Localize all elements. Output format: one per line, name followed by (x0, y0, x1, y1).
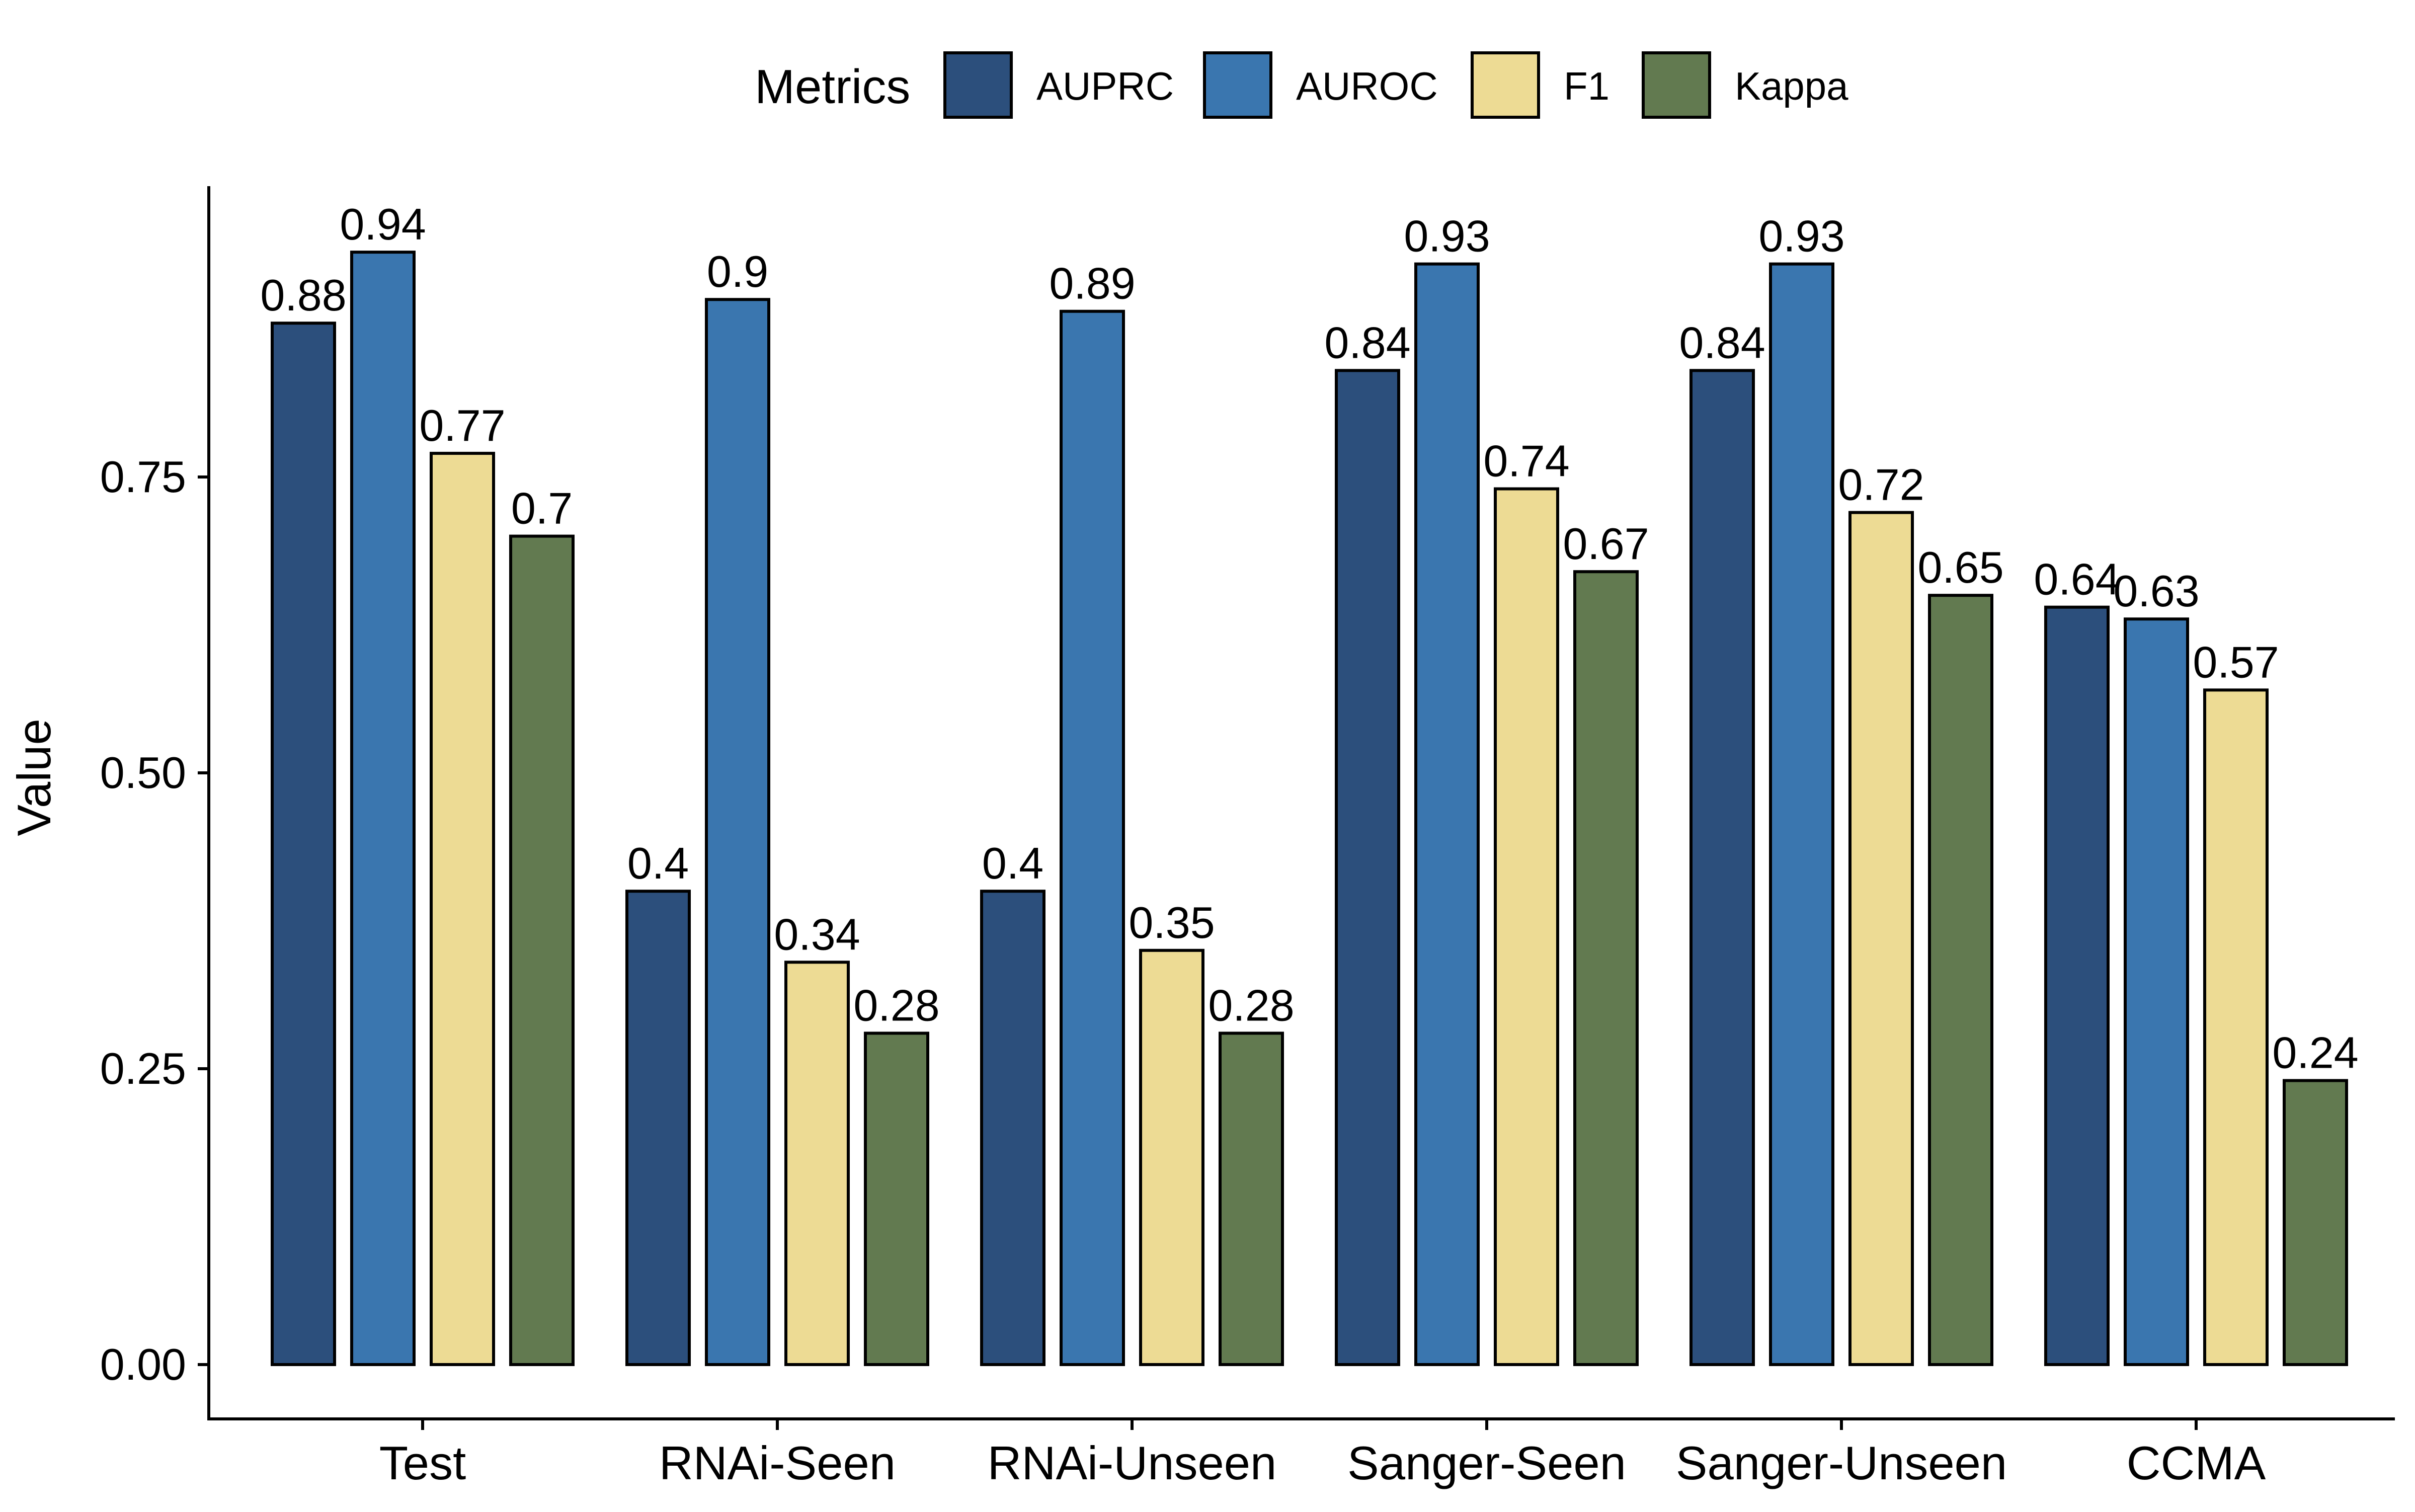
legend-key-f1 (1471, 51, 1540, 119)
bar-kappa (2283, 1079, 2348, 1366)
bar-auroc (350, 251, 416, 1366)
legend-label: Kappa (1735, 64, 1848, 108)
bar-value-label: 0.4 (627, 838, 689, 888)
bar-f1 (1848, 511, 1914, 1366)
legend-title: Metrics (755, 60, 910, 114)
bar-value-label: 0.63 (2113, 566, 2199, 616)
bar-auprc (1689, 369, 1755, 1367)
bar-value-label: 0.28 (1208, 980, 1294, 1030)
bar-value-label: 0.77 (419, 401, 505, 450)
legend: Metrics AUPRC AUROC F1 Kappa (755, 51, 1848, 119)
bar-auprc (2044, 605, 2110, 1366)
bar-value-label: 0.9 (707, 247, 768, 296)
bar-auroc (1769, 262, 1834, 1367)
legend-label: AUROC (1296, 64, 1438, 108)
bar-value-label: 0.65 (1917, 542, 2003, 592)
bar-value-label: 0.84 (1679, 317, 1765, 367)
bar-auroc (705, 298, 770, 1367)
bar-kappa (509, 534, 575, 1366)
legend-label: F1 (1564, 64, 1609, 108)
bar-auprc (1335, 369, 1400, 1367)
bar-kappa (1928, 594, 1993, 1366)
bar-f1 (430, 451, 495, 1367)
x-tick-label: RNAi-Unseen (988, 1437, 1277, 1489)
x-tick-label: Test (379, 1437, 466, 1489)
y-tick-label: 0.25 (100, 1044, 186, 1093)
data-labels: 0.88 0.94 0.770.7 0.4 0.9 0.34 0.28 0.4 0.89 0.35… (260, 199, 2358, 1077)
bar-kappa (864, 1031, 929, 1366)
bar-value-label: 0.67 (1563, 519, 1649, 569)
bar-auprc (980, 890, 1045, 1366)
bar-kappa (1219, 1031, 1284, 1366)
bar-value-label: 0.64 (2034, 554, 2120, 604)
axes: 0.00 0.25 0.50 0.75 Value Test RNAi-Seen RNAi-U… (8, 186, 2395, 1489)
bar-auroc (1060, 309, 1125, 1366)
bar-value-label: 0.88 (260, 270, 346, 320)
bar-value-label: 0.84 (1324, 317, 1410, 367)
y-axis-title: Value (8, 719, 60, 836)
bar-value-label: 0.24 (2272, 1028, 2358, 1078)
legend-key-auprc (943, 51, 1013, 119)
bar-value-label: 0.72 (1838, 460, 1924, 510)
bar-auroc (1414, 262, 1480, 1367)
legend-key-auroc (1203, 51, 1272, 119)
y-tick-label: 0.00 (100, 1339, 186, 1389)
bar-f1 (1139, 948, 1204, 1367)
bar-value-label: 0.4 (982, 838, 1043, 888)
bar-value-label: 0.57 (2193, 637, 2279, 687)
bars (271, 251, 2348, 1367)
bar-value-label: 0.28 (853, 980, 939, 1030)
bar-auroc (2124, 617, 2189, 1366)
bar-f1 (2203, 688, 2269, 1366)
bar-value-label: 0.93 (1758, 211, 1844, 261)
bar-value-label: 0.34 (774, 909, 860, 959)
x-tick-label: RNAi-Seen (659, 1437, 896, 1489)
x-tick-label: Sanger-Seen (1347, 1437, 1626, 1489)
legend-label: AUPRC (1036, 64, 1174, 108)
bar-value-label: 0.74 (1483, 436, 1569, 486)
bar-auprc (271, 322, 336, 1366)
bar-value-label: 0.93 (1404, 211, 1490, 261)
bar-auprc (625, 890, 691, 1366)
bar-value-label: 0.7 (511, 484, 573, 533)
y-tick-label: 0.50 (100, 748, 186, 798)
x-tick-label: CCMA (2127, 1437, 2266, 1489)
bar-kappa (1573, 570, 1639, 1366)
bar-value-label: 0.89 (1049, 259, 1135, 308)
bar-f1 (1494, 487, 1559, 1366)
legend-key-kappa (1642, 51, 1711, 119)
bar-value-label: 0.94 (340, 199, 426, 249)
bar-value-label: 0.35 (1129, 898, 1215, 947)
y-tick-label: 0.75 (100, 452, 186, 502)
bar-f1 (784, 961, 850, 1366)
x-tick-label: Sanger-Unseen (1676, 1437, 2007, 1489)
